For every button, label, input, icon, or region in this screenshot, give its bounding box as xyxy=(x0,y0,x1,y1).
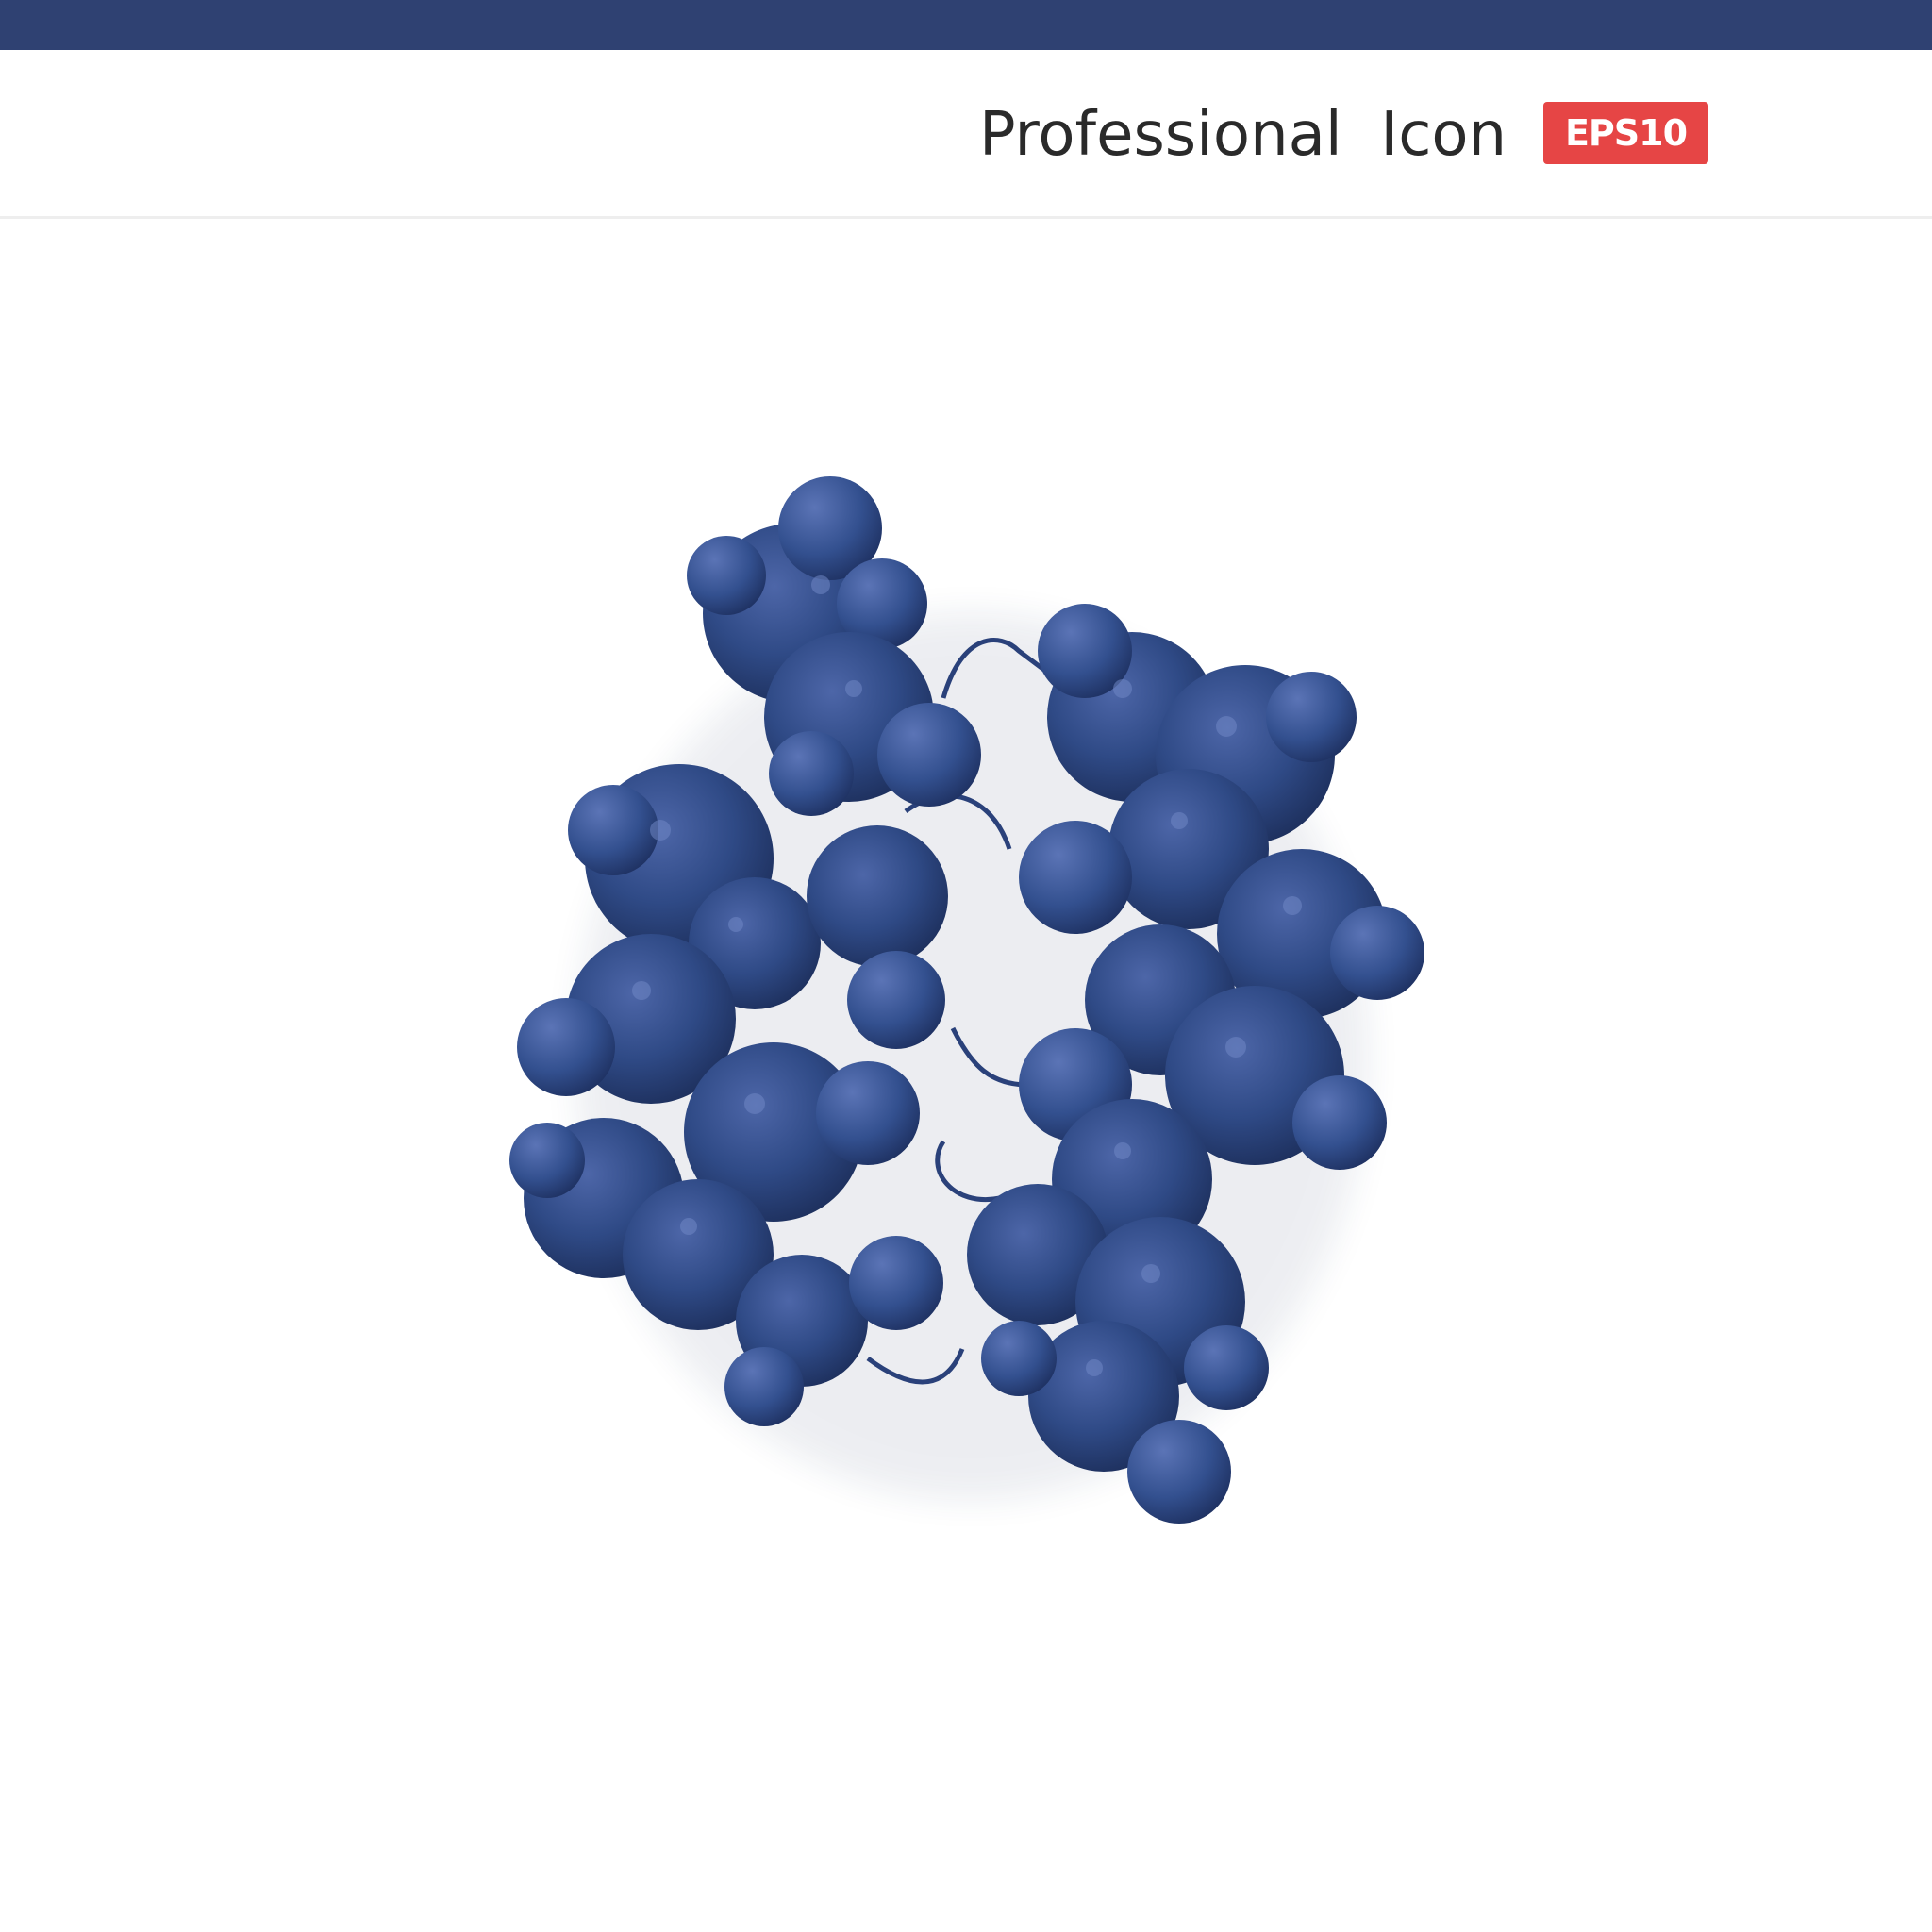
surface-highlights xyxy=(632,575,1302,1376)
right-lobe xyxy=(967,604,1424,1524)
loop-strands xyxy=(866,638,1058,1385)
header: Professional Icon EPS10 xyxy=(0,50,1932,219)
protein-molecule-icon xyxy=(509,476,1424,1524)
format-badge: EPS10 xyxy=(1543,102,1708,164)
header-title: Professional Icon xyxy=(979,100,1507,170)
top-bar xyxy=(0,0,1932,50)
left-lobe xyxy=(509,476,981,1426)
